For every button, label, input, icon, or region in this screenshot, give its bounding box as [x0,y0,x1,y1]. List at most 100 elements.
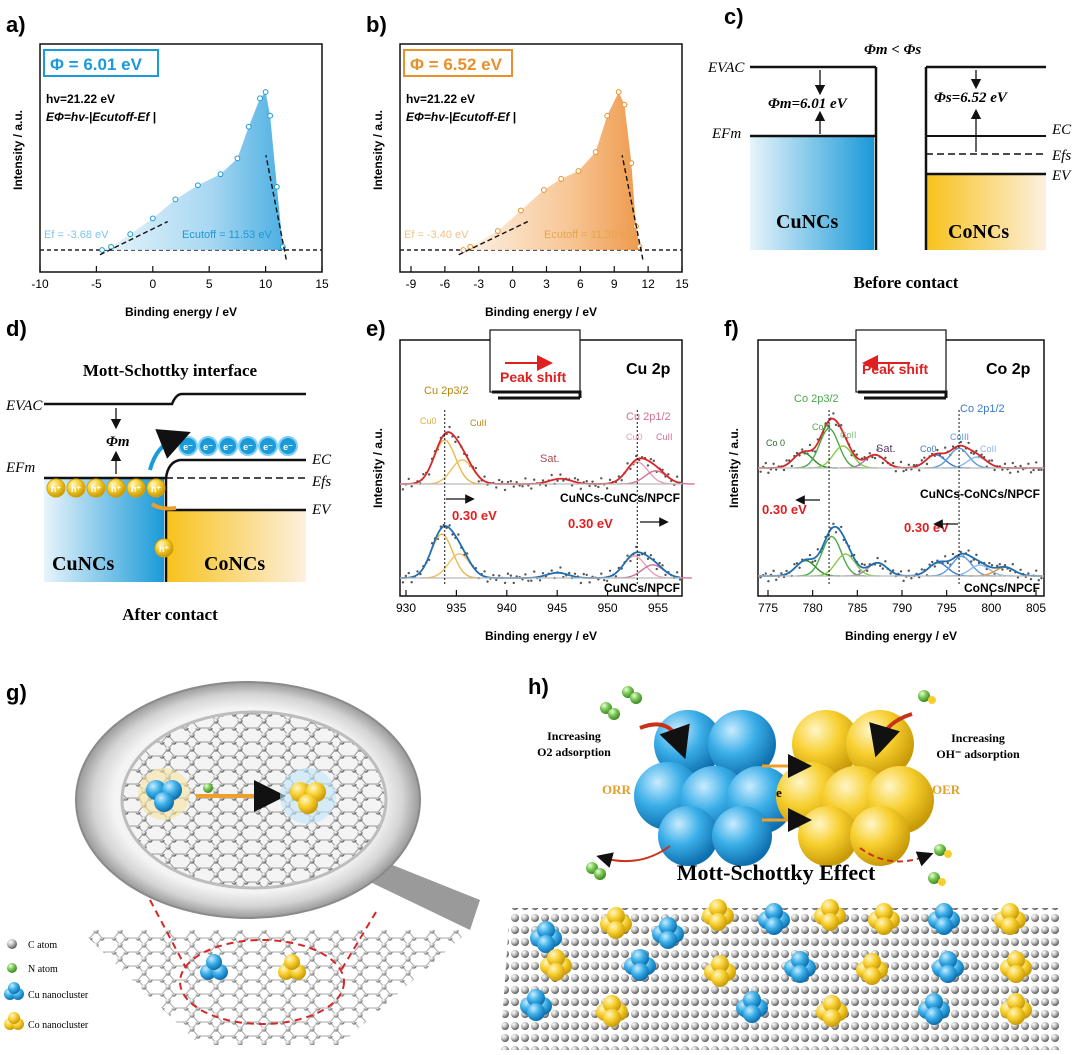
cu-nanocluster [530,921,562,953]
legend-c-atom: C atom [28,940,57,951]
focus-ellipse [179,939,345,1025]
sample-top-f: CuNCs-CoNCs/NPCF [920,487,1040,501]
xps-point [585,573,588,577]
panel-c: c) Φm < Φs EVAC EFm Φm=6.01 eV CuNCs Φs=… [707,4,1072,292]
xps-point [404,574,408,578]
xps-point [530,487,533,490]
ecutoff-label-b: Ecutoff = 11.30 eV [544,229,634,241]
area-fill [102,92,283,250]
xticks-f: 775 780 785 790 795 800 805 [758,590,1046,615]
xps-point [600,572,603,575]
xps-point [503,488,507,492]
xps-point [655,567,658,571]
hole [46,478,66,498]
component-peak [842,562,913,577]
data-point [217,171,224,178]
data-point [149,215,156,222]
xps-point [664,573,667,577]
ylabel-b: Intensity / a.u. [371,110,385,190]
co-nanocluster [994,903,1026,935]
xps-point [772,569,775,573]
xps-point [1016,576,1020,579]
xps-point [527,579,530,582]
xps-plot-e [399,410,695,586]
xps-point [860,562,864,566]
efs-c: Efs [1051,148,1071,164]
xps-point [629,467,632,471]
shift1-f: 0.30 eV [762,502,807,517]
phi-compare: Φm < Φs [864,42,921,58]
cu2-b-e: CuII [656,432,673,442]
xps-point [401,581,405,584]
hole-single-d [154,538,174,558]
xps-point [993,468,996,472]
xps-point [448,425,451,429]
xps-point [905,468,908,472]
cu-cluster-zoom [138,768,190,820]
xps-point [582,572,585,576]
xps-point [884,560,887,563]
xps-point [767,580,770,583]
p12-e: Cu 2p1/2 [626,411,671,423]
xps-point [936,448,939,452]
xps-point [871,455,874,459]
oer-product-arrow [859,847,934,867]
xps-point [785,459,788,462]
xps-point [457,435,460,439]
xps-point [649,457,653,461]
xps-point [1032,468,1035,472]
tick-label: 795 [937,601,957,615]
xps-point [1035,461,1038,464]
xps-point [972,452,975,455]
xps-point [550,569,553,572]
xps-point [515,480,518,484]
xps-point [899,570,903,573]
xps-point [1009,569,1012,572]
xps-point [474,466,478,470]
co-cluster-h [776,710,934,866]
xps-point [512,485,515,488]
oer-label: OER [932,782,961,797]
ups-plot-b [400,89,682,260]
xps-point [509,480,513,483]
evac-line-d [44,392,306,406]
hole-transfer-arrow [150,502,177,511]
xps-point [1011,461,1014,465]
data-point [615,89,622,95]
hole [146,478,166,498]
xps-point [853,449,856,453]
phi-b: Φ = 6.52 eV [410,55,503,74]
xps-point [907,569,910,572]
panel-g: g) C ato [4,680,480,1045]
cu-nanocluster [932,951,964,983]
co0-b-f: Co0 [920,444,937,454]
xps-point [483,570,486,573]
electron [258,436,278,456]
ups-plot-a [40,89,322,260]
legend-n-atom: N atom [28,964,58,975]
ef-tangent [458,220,529,256]
xps-point [1001,568,1004,571]
data-point [494,228,501,234]
xps-point [588,581,591,584]
plot-frame-b [399,43,683,273]
xps-point [483,475,486,478]
sample-bottom-f: CoNCs/NPCF [964,581,1040,595]
ef-label-a: Ef = -3.68 eV [44,229,109,241]
data-point [262,89,269,95]
xps-point [559,473,562,476]
xps-point [858,570,861,573]
data-point [172,196,179,203]
xps-point [764,461,767,465]
xps-point [509,574,513,577]
xps-point [573,572,577,576]
xps-point [910,577,913,580]
xps-point [1011,563,1014,566]
plot-frame-a [39,43,323,273]
electron [218,436,238,456]
co3-b-f: CoIII [950,432,969,442]
tick-label: 6 [577,277,584,291]
xps-point [407,477,410,481]
xlabel-f: Binding energy / eV [845,629,957,643]
